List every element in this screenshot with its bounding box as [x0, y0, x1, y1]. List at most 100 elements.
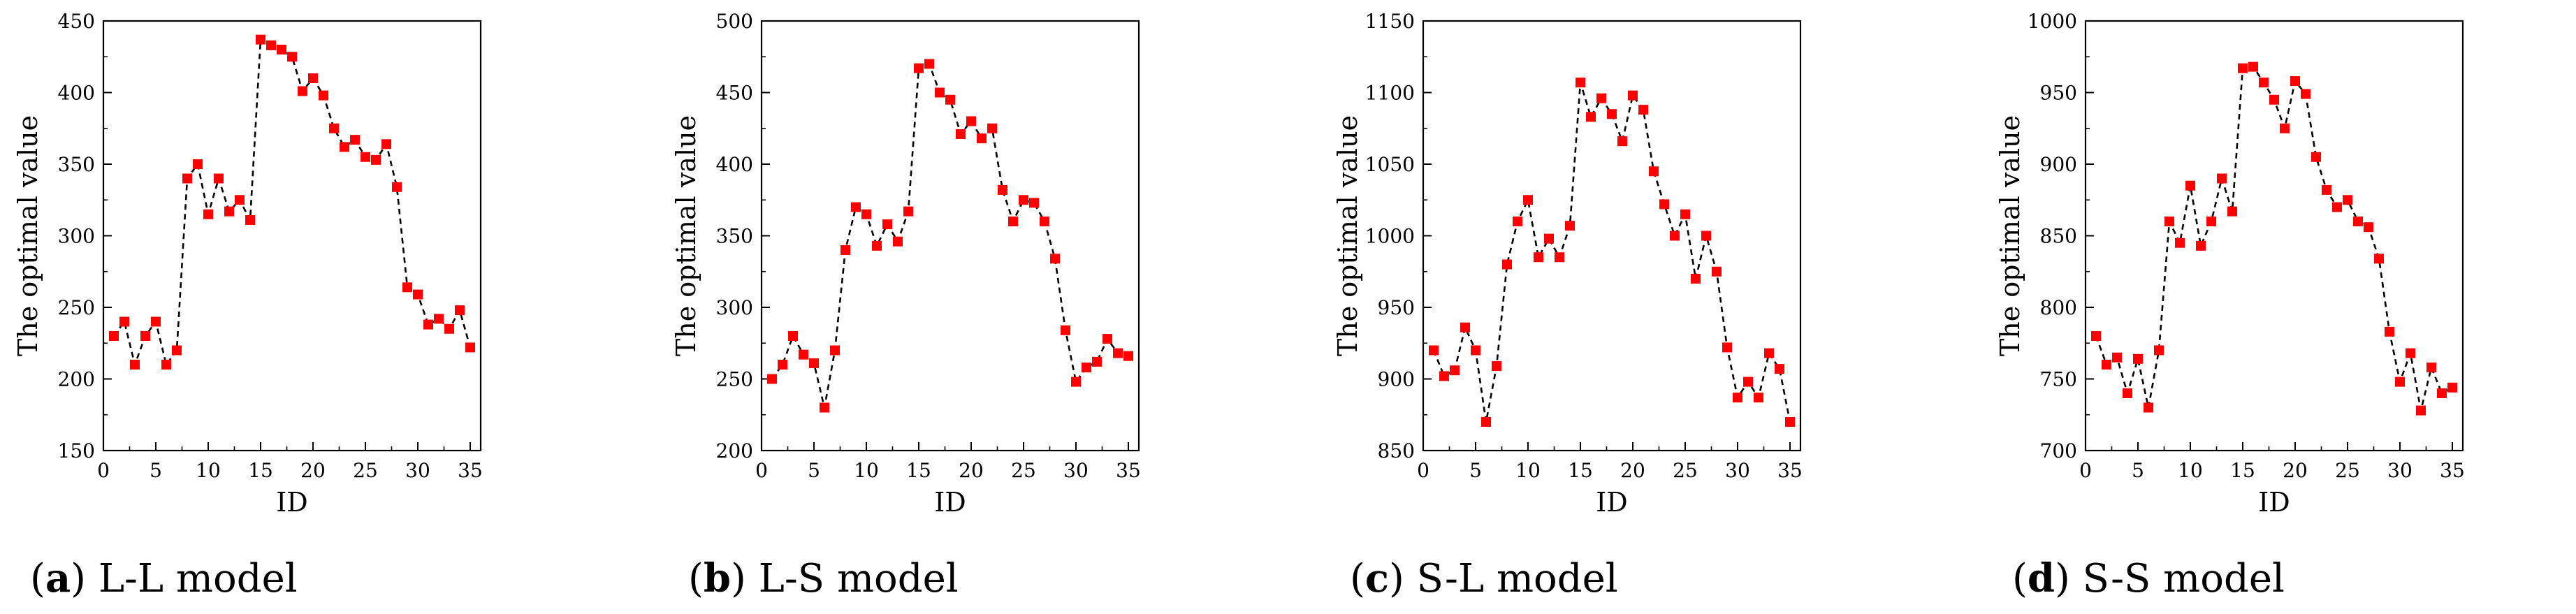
- data-point: [882, 219, 892, 230]
- y-tick-label: 250: [716, 368, 753, 391]
- data-point: [1722, 342, 1732, 353]
- data-point: [151, 316, 161, 327]
- data-point: [893, 236, 903, 247]
- x-tick-label: 25: [353, 459, 378, 482]
- data-point: [1628, 90, 1638, 101]
- y-axis-title: The optimal value: [1995, 115, 2025, 356]
- data-point: [329, 123, 339, 133]
- plot-frame: [102, 20, 482, 452]
- data-point: [2217, 173, 2227, 184]
- y-tick-label: 1000: [2028, 10, 2077, 33]
- data-point: [2164, 217, 2174, 226]
- data-point: [830, 345, 840, 356]
- data-point: [361, 152, 370, 162]
- data-point: [872, 240, 882, 251]
- data-point: [2259, 78, 2269, 88]
- data-point: [413, 289, 423, 300]
- data-point: [1617, 136, 1627, 147]
- data-point: [465, 342, 475, 353]
- x-tick-label: 25: [1673, 459, 1698, 482]
- data-point: [2123, 388, 2132, 398]
- data-point: [2416, 405, 2426, 416]
- data-point: [1691, 274, 1701, 284]
- x-axis-title: ID: [934, 487, 966, 518]
- data-point: [1429, 345, 1439, 356]
- data-point: [2206, 217, 2216, 226]
- data-point: [1701, 231, 1711, 241]
- panel-caption: (c) S-L model: [1350, 555, 1618, 601]
- data-point: [172, 345, 182, 356]
- data-point: [203, 209, 213, 219]
- y-tick-label: 750: [2040, 368, 2077, 391]
- y-tick-label: 900: [2040, 153, 2077, 176]
- y-tick-label: 800: [2040, 296, 2077, 319]
- data-point: [2227, 206, 2237, 217]
- data-point: [2406, 348, 2415, 358]
- plot-frame: [2084, 20, 2464, 452]
- data-point: [319, 90, 328, 101]
- data-point: [1513, 217, 1522, 226]
- data-point: [2353, 217, 2363, 226]
- data-point: [778, 360, 787, 370]
- data-point: [1450, 365, 1460, 376]
- plot-frame: [760, 20, 1140, 452]
- panel-d: 0 5 10 15 20 25 30 35 700 750 800 850 900 950 1000 ID Th…: [1995, 10, 2465, 601]
- caption-letter: c: [1365, 555, 1389, 601]
- x-tick-label: 10: [854, 459, 879, 482]
- data-point: [340, 142, 349, 152]
- data-point: [182, 173, 192, 184]
- data-point: [1502, 259, 1512, 270]
- data-point: [2437, 388, 2447, 398]
- data-point: [214, 173, 224, 184]
- data-point: [444, 323, 454, 334]
- data-point: [2133, 353, 2143, 364]
- x-tick-label: 0: [2079, 459, 2092, 482]
- x-axis-title: ID: [276, 487, 307, 518]
- y-tick-label: 900: [1378, 368, 1415, 391]
- data-point: [1649, 166, 1659, 177]
- data-point: [1029, 198, 1039, 208]
- data-point: [2091, 331, 2101, 341]
- x-tick-label: 35: [458, 459, 483, 482]
- data-point: [2301, 89, 2311, 99]
- data-point: [851, 202, 861, 212]
- data-point: [945, 94, 955, 105]
- data-point: [298, 86, 307, 96]
- data-point: [392, 182, 402, 192]
- data-point: [1743, 377, 1753, 387]
- y-tick-label: 850: [2040, 225, 2077, 248]
- data-point: [1534, 252, 1543, 263]
- data-point: [767, 374, 777, 384]
- caption-paren-open: (: [688, 556, 704, 601]
- x-tick-label: 15: [1568, 459, 1593, 482]
- data-point: [809, 358, 819, 368]
- y-tick-label: 400: [716, 153, 753, 176]
- data-point: [1785, 417, 1795, 427]
- data-point: [820, 402, 829, 413]
- data-point: [1596, 93, 1606, 103]
- data-point: [2426, 363, 2436, 373]
- caption-letter: b: [704, 555, 731, 601]
- data-point: [350, 135, 360, 145]
- y-tick-label: 450: [716, 82, 753, 105]
- data-point: [956, 129, 966, 139]
- series-line: [1432, 82, 1791, 423]
- data-point: [987, 123, 997, 133]
- y-axis-title: The optimal value: [13, 115, 43, 356]
- data-point: [2343, 195, 2352, 205]
- caption-paren-open: (: [1350, 556, 1365, 601]
- y-tick-label: 950: [2040, 82, 2077, 105]
- caption-paren-open: (: [2012, 556, 2028, 601]
- data-point: [1123, 351, 1133, 361]
- data-point: [109, 331, 119, 341]
- data-point: [1103, 334, 1112, 344]
- series-line: [771, 62, 1129, 408]
- data-point: [841, 245, 850, 255]
- data-point: [2175, 237, 2185, 248]
- data-point: [998, 184, 1007, 195]
- x-tick-label: 10: [1515, 459, 1541, 482]
- data-point: [245, 214, 255, 225]
- data-point: [2290, 76, 2300, 87]
- data-point: [1050, 254, 1060, 264]
- x-tick-label: 20: [2283, 459, 2308, 482]
